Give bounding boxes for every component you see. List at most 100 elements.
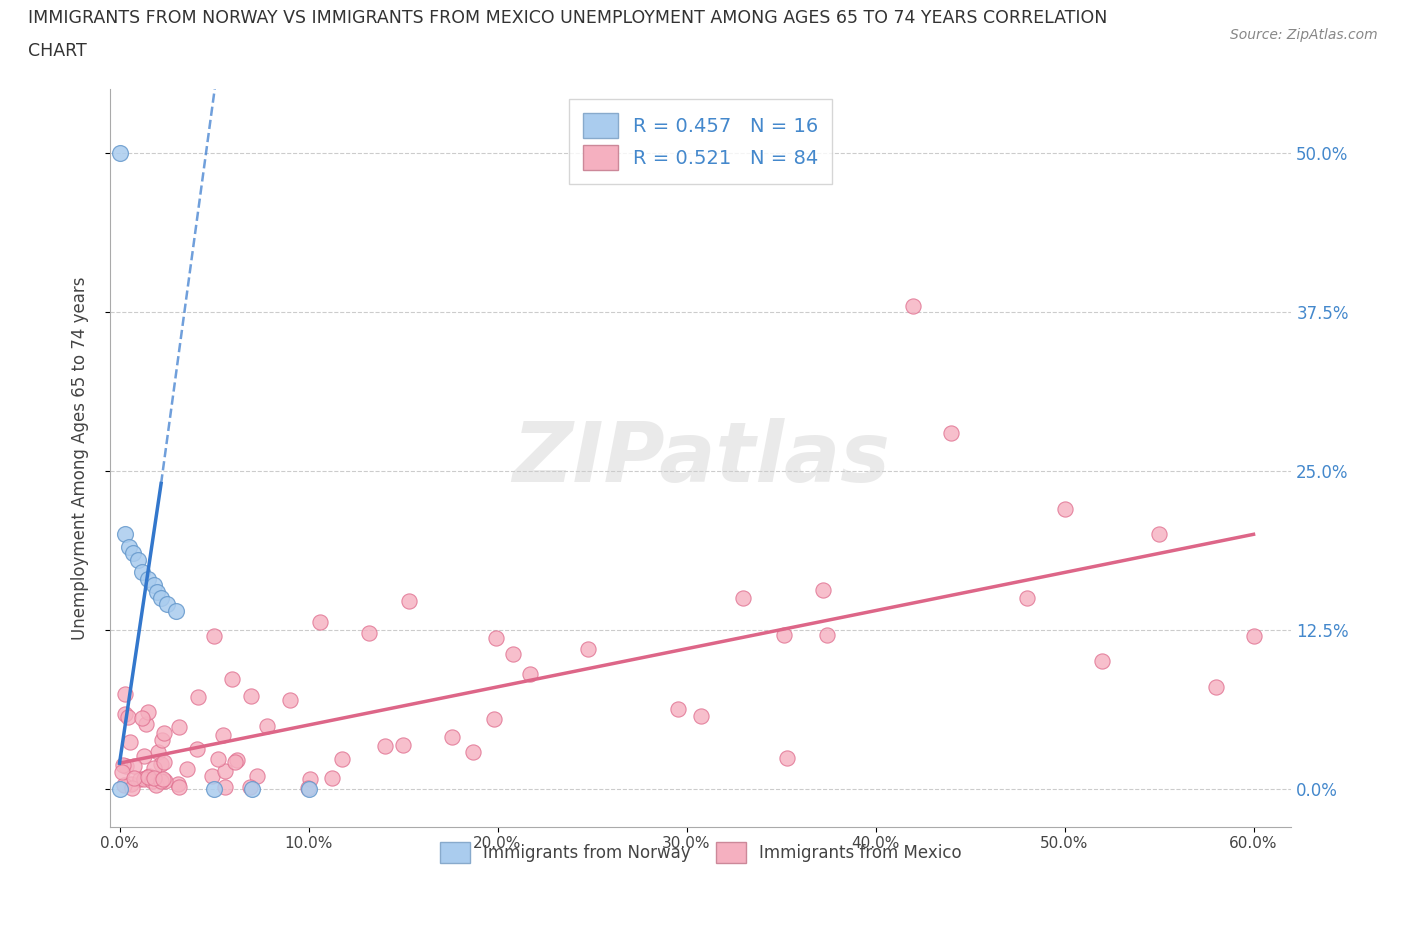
Point — [141, 774, 163, 789]
Point — [297, 781, 319, 796]
Point — [776, 751, 799, 765]
Point — [1205, 680, 1227, 695]
Point — [485, 631, 508, 645]
Point — [153, 725, 176, 740]
Point — [482, 711, 505, 726]
Point — [939, 425, 962, 440]
Point — [689, 709, 711, 724]
Point — [108, 781, 131, 796]
Point — [297, 780, 319, 795]
Point — [134, 749, 156, 764]
Point — [298, 772, 321, 787]
Point — [118, 735, 141, 750]
Point — [309, 615, 332, 630]
Point — [122, 758, 145, 773]
Point — [221, 671, 243, 686]
Point — [118, 539, 141, 554]
Point — [398, 593, 420, 608]
Point — [321, 770, 343, 785]
Point — [146, 584, 169, 599]
Point — [201, 768, 224, 783]
Point — [202, 781, 225, 796]
Point — [122, 771, 145, 786]
Point — [127, 552, 149, 567]
Point — [169, 779, 191, 794]
Point — [811, 583, 834, 598]
Point — [204, 629, 226, 644]
Point — [330, 751, 353, 766]
Point — [245, 769, 267, 784]
Point — [214, 764, 236, 778]
Point — [136, 571, 159, 586]
Point — [186, 742, 208, 757]
Point — [136, 769, 159, 784]
Point — [240, 688, 263, 703]
Point — [120, 777, 142, 791]
Point — [440, 729, 463, 744]
Point — [131, 565, 153, 580]
Point — [129, 772, 152, 787]
Point — [502, 647, 524, 662]
Point — [176, 762, 198, 777]
Point — [108, 145, 131, 160]
Point — [153, 754, 176, 769]
Point — [121, 781, 143, 796]
Point — [135, 771, 157, 786]
Point — [207, 752, 229, 767]
Point — [224, 755, 246, 770]
Point — [115, 759, 138, 774]
Point — [117, 710, 139, 724]
Point — [121, 546, 143, 561]
Point — [773, 628, 796, 643]
Point — [1053, 501, 1076, 516]
Point — [111, 764, 134, 779]
Point — [167, 777, 190, 791]
Point — [1091, 654, 1114, 669]
Text: ZIPatlas: ZIPatlas — [512, 418, 890, 498]
Text: CHART: CHART — [28, 42, 87, 60]
Point — [150, 591, 173, 605]
Point — [666, 701, 689, 716]
Text: Source: ZipAtlas.com: Source: ZipAtlas.com — [1230, 28, 1378, 42]
Text: IMMIGRANTS FROM NORWAY VS IMMIGRANTS FROM MEXICO UNEMPLOYMENT AMONG AGES 65 TO 7: IMMIGRANTS FROM NORWAY VS IMMIGRANTS FRO… — [28, 9, 1108, 27]
Point — [114, 686, 136, 701]
Point — [815, 628, 838, 643]
Point — [114, 707, 136, 722]
Point — [903, 299, 925, 313]
Point — [114, 527, 136, 542]
Point — [150, 732, 173, 747]
Y-axis label: Unemployment Among Ages 65 to 74 years: Unemployment Among Ages 65 to 74 years — [72, 276, 89, 640]
Point — [278, 693, 301, 708]
Point — [167, 719, 190, 734]
Point — [1147, 527, 1170, 542]
Point — [143, 771, 166, 786]
Point — [212, 727, 235, 742]
Point — [156, 597, 179, 612]
Point — [132, 772, 155, 787]
Point — [225, 753, 247, 768]
Point — [392, 737, 415, 752]
Point — [240, 781, 263, 796]
Point — [1015, 591, 1038, 605]
Point — [1243, 629, 1265, 644]
Point — [112, 777, 135, 792]
Point — [733, 591, 755, 605]
Point — [148, 745, 170, 760]
Point — [112, 757, 135, 772]
Point — [142, 578, 165, 592]
Point — [131, 711, 153, 725]
Point — [150, 774, 173, 789]
Point — [359, 625, 381, 640]
Point — [152, 772, 174, 787]
Point — [374, 738, 396, 753]
Point — [463, 744, 485, 759]
Legend: Immigrants from Norway, Immigrants from Mexico: Immigrants from Norway, Immigrants from … — [433, 835, 969, 870]
Point — [153, 773, 176, 788]
Point — [519, 667, 541, 682]
Point — [214, 779, 236, 794]
Point — [135, 717, 157, 732]
Point — [576, 642, 599, 657]
Point — [187, 690, 209, 705]
Point — [145, 777, 167, 792]
Point — [138, 768, 160, 783]
